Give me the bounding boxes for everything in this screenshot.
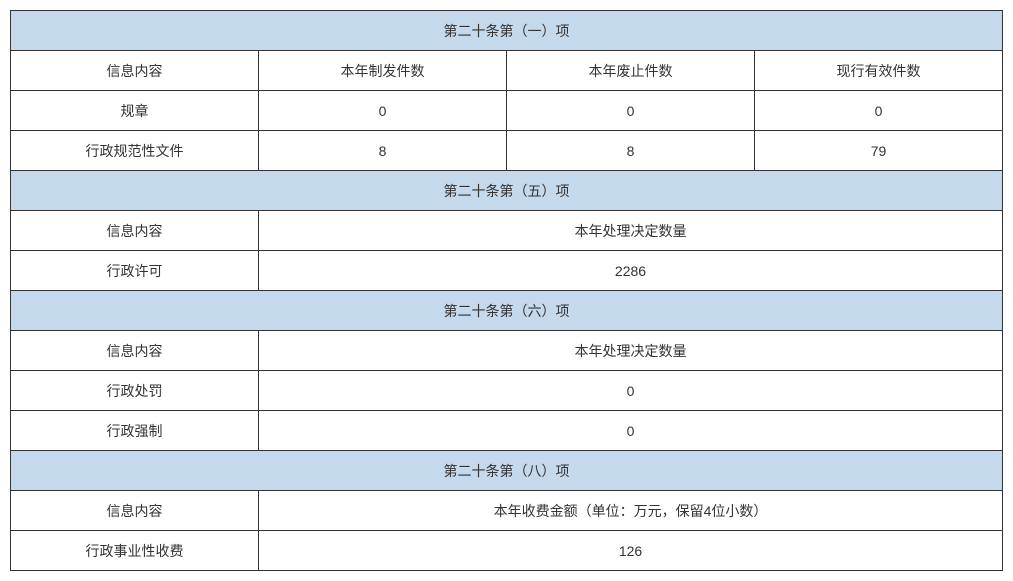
row-label: 行政事业性收费 — [11, 531, 259, 571]
cell-value: 2286 — [259, 251, 1003, 291]
table-row: 规章 0 0 0 — [11, 91, 1003, 131]
cell-value: 79 — [755, 131, 1003, 171]
section-3-col-header: 本年处理决定数量 — [259, 331, 1003, 371]
section-3-title: 第二十条第（六）项 — [11, 291, 1003, 331]
cell-value: 0 — [755, 91, 1003, 131]
section-4-col-header: 信息内容 — [11, 491, 259, 531]
cell-value: 8 — [259, 131, 507, 171]
cell-value: 0 — [259, 411, 1003, 451]
report-table-container: 第二十条第（一）项 信息内容 本年制发件数 本年废止件数 现行有效件数 规章 0… — [10, 10, 1003, 571]
table-row: 行政许可 2286 — [11, 251, 1003, 291]
section-1-col-header: 信息内容 — [11, 51, 259, 91]
cell-value: 0 — [507, 91, 755, 131]
row-label: 行政强制 — [11, 411, 259, 451]
table-row: 行政规范性文件 8 8 79 — [11, 131, 1003, 171]
cell-value: 8 — [507, 131, 755, 171]
section-4-col-header: 本年收费金额（单位：万元，保留4位小数） — [259, 491, 1003, 531]
section-2-col-header: 信息内容 — [11, 211, 259, 251]
table-row: 行政强制 0 — [11, 411, 1003, 451]
row-label: 行政许可 — [11, 251, 259, 291]
section-1-col-header: 现行有效件数 — [755, 51, 1003, 91]
row-label: 行政处罚 — [11, 371, 259, 411]
section-2-col-header: 本年处理决定数量 — [259, 211, 1003, 251]
cell-value: 0 — [259, 371, 1003, 411]
cell-value: 0 — [259, 91, 507, 131]
section-4-title: 第二十条第（八）项 — [11, 451, 1003, 491]
table-row: 行政事业性收费 126 — [11, 531, 1003, 571]
row-label: 规章 — [11, 91, 259, 131]
section-3-col-header: 信息内容 — [11, 331, 259, 371]
section-1-title: 第二十条第（一）项 — [11, 11, 1003, 51]
section-2-title: 第二十条第（五）项 — [11, 171, 1003, 211]
cell-value: 126 — [259, 531, 1003, 571]
section-1-col-header: 本年废止件数 — [507, 51, 755, 91]
report-table: 第二十条第（一）项 信息内容 本年制发件数 本年废止件数 现行有效件数 规章 0… — [10, 10, 1003, 571]
table-row: 行政处罚 0 — [11, 371, 1003, 411]
row-label: 行政规范性文件 — [11, 131, 259, 171]
section-1-col-header: 本年制发件数 — [259, 51, 507, 91]
